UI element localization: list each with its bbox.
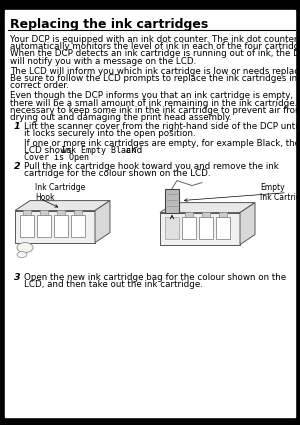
Bar xyxy=(40,210,48,215)
Bar xyxy=(199,217,213,238)
Polygon shape xyxy=(240,203,255,245)
Text: Ink Cartridge
Hook: Ink Cartridge Hook xyxy=(35,183,85,202)
Text: When the DCP detects an ink cartridge is running out of ink, the DCP: When the DCP detects an ink cartridge is… xyxy=(10,49,300,58)
Text: will notify you with a message on the LCD.: will notify you with a message on the LC… xyxy=(10,57,196,65)
Text: necessary to keep some ink in the ink cartridge to prevent air from: necessary to keep some ink in the ink ca… xyxy=(10,106,300,115)
Text: automatically monitors the level of ink in each of the four cartridges.: automatically monitors the level of ink … xyxy=(10,42,300,51)
Text: LCD shows: LCD shows xyxy=(24,146,74,155)
Text: 2: 2 xyxy=(14,162,21,171)
Bar xyxy=(0,0,300,10)
Bar xyxy=(0,417,300,425)
Bar xyxy=(23,210,31,215)
Ellipse shape xyxy=(17,243,33,252)
Bar xyxy=(165,189,179,212)
Polygon shape xyxy=(15,201,110,211)
Text: it locks securely into the open position.: it locks securely into the open position… xyxy=(24,129,196,139)
Text: If one or more ink cartridges are empty, for example Black, the: If one or more ink cartridges are empty,… xyxy=(24,139,300,147)
Text: 1: 1 xyxy=(14,122,21,131)
Text: Replacing the ink cartridges: Replacing the ink cartridges xyxy=(10,18,208,31)
Text: Be sure to follow the LCD prompts to replace the ink cartridges in the: Be sure to follow the LCD prompts to rep… xyxy=(10,74,300,83)
Bar xyxy=(37,215,51,237)
Bar xyxy=(57,210,65,215)
Text: drying out and damaging the print head assembly.: drying out and damaging the print head a… xyxy=(10,113,232,122)
Text: there will be a small amount of ink remaining in the ink cartridge. It is: there will be a small amount of ink rema… xyxy=(10,99,300,108)
Bar xyxy=(182,217,196,238)
Text: Ink Empty Black: Ink Empty Black xyxy=(61,146,136,155)
Bar xyxy=(216,217,230,238)
Bar xyxy=(20,215,34,237)
Text: correct order.: correct order. xyxy=(10,81,69,90)
Text: Your DCP is equipped with an ink dot counter. The ink dot counter: Your DCP is equipped with an ink dot cou… xyxy=(10,35,298,44)
Bar xyxy=(202,212,210,217)
Bar xyxy=(219,212,227,217)
Bar xyxy=(15,211,95,243)
Ellipse shape xyxy=(17,252,27,258)
Polygon shape xyxy=(160,203,255,212)
Polygon shape xyxy=(95,201,110,243)
Text: 3: 3 xyxy=(14,272,21,282)
Text: Empty
Ink Cartridge: Empty Ink Cartridge xyxy=(260,183,300,202)
Bar xyxy=(295,0,300,425)
Text: and: and xyxy=(123,146,142,155)
Text: The LCD will inform you which ink cartridge is low or needs replacing.: The LCD will inform you which ink cartri… xyxy=(10,67,300,76)
Text: cartridge for the colour shown on the LCD.: cartridge for the colour shown on the LC… xyxy=(24,170,211,178)
Text: LCD, and then take out the ink cartridge.: LCD, and then take out the ink cartridge… xyxy=(24,280,203,289)
Text: .: . xyxy=(76,153,79,162)
Bar xyxy=(54,215,68,237)
Bar xyxy=(71,215,85,237)
Bar xyxy=(160,212,240,245)
Text: Cover is Open: Cover is Open xyxy=(24,153,89,162)
Bar xyxy=(165,217,179,238)
Text: Lift the scanner cover from the right-hand side of the DCP until: Lift the scanner cover from the right-ha… xyxy=(24,122,300,131)
Bar xyxy=(0,0,5,425)
Bar xyxy=(185,212,193,217)
Text: Even though the DCP informs you that an ink cartridge is empty,: Even though the DCP informs you that an … xyxy=(10,91,293,100)
Text: Open the new ink cartridge bag for the colour shown on the: Open the new ink cartridge bag for the c… xyxy=(24,272,286,282)
Text: Pull the ink cartridge hook toward you and remove the ink: Pull the ink cartridge hook toward you a… xyxy=(24,162,279,171)
Bar xyxy=(74,210,82,215)
